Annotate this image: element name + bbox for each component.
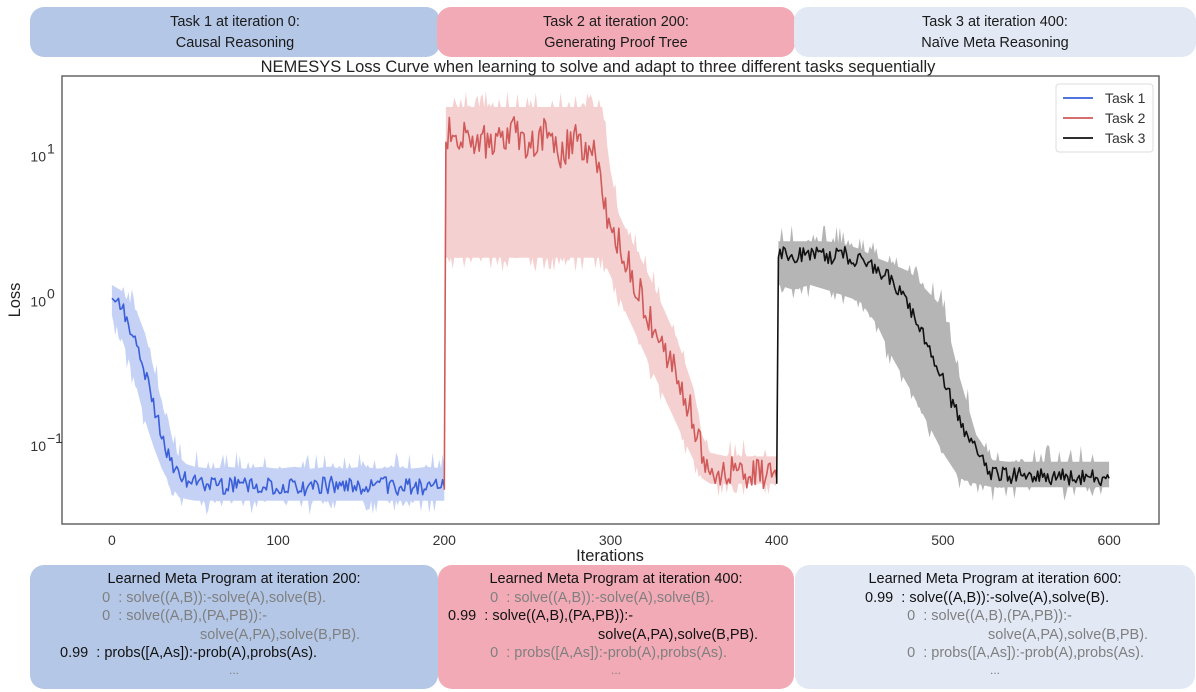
ellipsis: ... [228,662,239,677]
x-tick-label: 200 [433,532,457,548]
task-1-banner-line1: Task 1 at iteration 0: [170,14,300,30]
x-tick-label: 300 [599,532,623,548]
rule-line: 0 : probs([A,As]):-prob(A),probs(As). [895,645,1144,661]
rule-list: 0.99 : solve((A,B)):-solve(A),solve(B). … [795,589,1195,663]
rule-continuation: solve(A,PA),solve(B,PB). [598,626,759,643]
plot-frame [61,75,1160,525]
y-tick-exponent: −1 [47,430,63,446]
rule-line: 0 : solve((A,B),(PA,PB)):- [90,608,267,624]
rule-list: 0 : solve((A,B)):-solve(A),solve(B). 0 :… [30,589,438,663]
y-tick-label: 10 [30,293,46,309]
line-task-2 [443,116,778,490]
task-2-banner-line1: Task 2 at iteration 200: [543,14,689,30]
y-tick-label: 10 [30,149,46,165]
x-tick-label: 600 [1097,532,1121,548]
program-heading: Learned Meta Program at iteration 400: [489,571,743,587]
learned-program-200: Learned Meta Program at iteration 200: 0… [30,565,438,689]
legend-label: Task 2 [1105,110,1146,126]
x-tick-label: 400 [765,532,789,548]
ellipsis: ... [989,662,1000,677]
x-tick-label: 500 [931,532,955,548]
x-axis-label: Iterations [576,547,644,565]
rule-line: 0 : solve((A,B),(PA,PB)):- [895,608,1072,624]
x-tick-label: 100 [266,532,290,548]
rule-list: 0 : solve((A,B)):-solve(A),solve(B). 0.99… [438,589,794,663]
learned-program-400: Learned Meta Program at iteration 400: 0… [438,565,794,689]
legend-label: Task 3 [1105,130,1146,146]
rule-line: 0.99 : solve((A,B),(PA,PB)):- [448,608,634,624]
task-3-banner: Task 3 at iteration 400: Naïve Meta Reas… [794,7,1196,57]
line-task-1 [111,297,446,497]
rule-line: 0 : solve((A,B)):-solve(A),solve(B). [478,589,715,606]
band-task-1 [111,284,445,515]
task-3-banner-line2: Naïve Meta Reasoning [921,35,1069,51]
legend: Task 1 Task 2 Task 3 [1055,83,1154,153]
y-tick-exponent: 0 [47,285,55,301]
rule-line: 0 : probs([A,As]):-prob(A),probs(As). [478,645,727,661]
y-axis-label: Loss [6,283,24,318]
band-task-2 [444,91,777,497]
task-2-banner-line2: Generating Proof Tree [544,35,688,51]
task-2-banner: Task 2 at iteration 200: Generating Proo… [437,7,795,57]
legend-label: Task 1 [1105,90,1146,106]
task-3-banner-line1: Task 3 at iteration 400: [922,14,1068,30]
x-tick-labels: 0 100 200 300 400 500 600 [108,532,1121,548]
chart-title: NEMESYS Loss Curve when learning to solv… [260,58,936,76]
rule-continuation: solve(A,PA),solve(B,PB). [200,626,361,643]
rule-continuation: solve(A,PA),solve(B,PB). [988,626,1149,643]
learned-program-600: Learned Meta Program at iteration 600: 0… [795,565,1195,689]
rule-line: 0 : solve((A,B)):-solve(A),solve(B). [90,589,327,606]
series-lines [111,116,1110,497]
band-task-3 [776,225,1110,502]
legend-box [1055,83,1154,153]
x-tick-label: 0 [108,532,116,548]
y-tick-label: 10 [30,438,46,454]
rule-line: 0.99 : probs([A,As]):-prob(A),probs(As). [60,645,318,661]
program-heading: Learned Meta Program at iteration 600: [868,571,1122,587]
program-heading: Learned Meta Program at iteration 200: [107,571,361,587]
ellipsis: ... [610,662,621,677]
line-task-3 [775,246,1110,487]
task-1-banner-line2: Causal Reasoning [175,35,295,51]
rule-line: 0.99 : solve((A,B)):-solve(A),solve(B). [865,589,1110,606]
y-tick-exponent: 1 [47,141,55,157]
confidence-bands [111,91,1110,515]
task-1-banner: Task 1 at iteration 0: Causal Reasoning [30,7,440,57]
